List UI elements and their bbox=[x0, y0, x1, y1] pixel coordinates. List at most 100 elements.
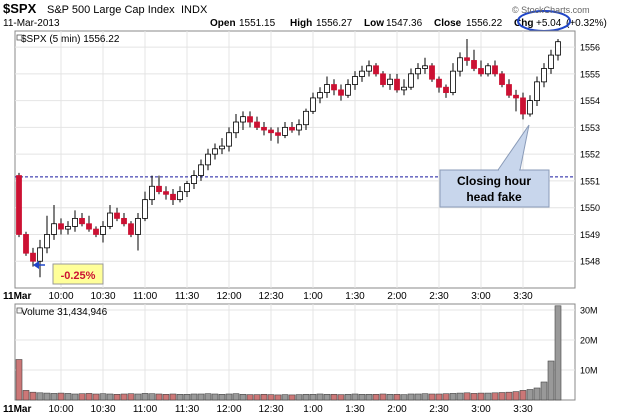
candle bbox=[387, 73, 393, 90]
candle-body bbox=[464, 57, 470, 61]
candle-body bbox=[254, 121, 260, 128]
candle bbox=[184, 180, 190, 197]
candle bbox=[317, 87, 323, 104]
candle bbox=[310, 92, 316, 114]
candle-body bbox=[65, 226, 71, 230]
candle bbox=[261, 122, 267, 136]
candle-body bbox=[51, 223, 57, 235]
candle-body bbox=[58, 223, 64, 230]
candle-body bbox=[289, 126, 295, 131]
candle bbox=[44, 215, 50, 254]
candle-body bbox=[471, 60, 477, 69]
price-y-tick-label: 1551 bbox=[580, 176, 600, 186]
close-label: Close bbox=[434, 18, 462, 29]
volume-y-tick-label: 30M bbox=[580, 306, 598, 316]
candle bbox=[394, 73, 400, 93]
price-y-tick-label: 1556 bbox=[580, 43, 600, 53]
candle-body bbox=[100, 226, 106, 235]
candle bbox=[422, 57, 428, 74]
candle-body bbox=[72, 217, 78, 227]
candle-body bbox=[282, 126, 288, 136]
candle-body bbox=[135, 217, 141, 235]
candle-body bbox=[352, 76, 358, 85]
candle bbox=[142, 191, 148, 222]
candle bbox=[527, 95, 533, 117]
volume-bar bbox=[358, 393, 366, 401]
candle-body bbox=[527, 100, 533, 115]
volume-grid bbox=[15, 304, 575, 400]
x-tick-label: 1:30 bbox=[345, 404, 365, 415]
candle bbox=[170, 188, 176, 206]
volume-bar bbox=[519, 390, 527, 401]
open-value: 1551.15 bbox=[239, 18, 276, 29]
candle-body bbox=[492, 65, 498, 75]
candle bbox=[240, 111, 246, 131]
candle-body bbox=[548, 54, 554, 69]
x-axis-labels-top: 11Mar 10:00 10:30 11:00 11:30 12:00 12:30 1:00 1… bbox=[3, 291, 533, 302]
candle bbox=[541, 63, 547, 88]
candle-body bbox=[30, 252, 36, 262]
x-tick-label: 10:30 bbox=[90, 291, 115, 302]
candle bbox=[79, 213, 85, 227]
candle-body bbox=[317, 92, 323, 99]
candle-body bbox=[485, 65, 491, 75]
candle-body bbox=[303, 110, 309, 126]
volume-bar bbox=[141, 393, 149, 401]
volume-bar bbox=[99, 393, 107, 401]
x-tick-label: 3:30 bbox=[513, 291, 533, 302]
candle-body bbox=[184, 183, 190, 193]
price-y-tick-label: 1555 bbox=[580, 69, 600, 79]
volume-bar bbox=[64, 393, 72, 401]
volume-bar bbox=[456, 392, 464, 401]
x-tick-label: 3:30 bbox=[513, 404, 533, 415]
volume-bar bbox=[337, 394, 345, 401]
candle-body bbox=[191, 175, 197, 184]
candle-body bbox=[429, 65, 435, 80]
candle bbox=[492, 60, 498, 77]
candle-body bbox=[16, 175, 22, 235]
candle bbox=[191, 170, 197, 189]
volume-bar bbox=[484, 392, 492, 401]
candle bbox=[289, 122, 295, 133]
volume-bar bbox=[260, 393, 268, 401]
x-tick-label: 11Mar bbox=[3, 404, 31, 415]
candle-body bbox=[240, 116, 246, 123]
candle bbox=[345, 79, 351, 98]
watermark: © StockCharts.com bbox=[512, 5, 590, 15]
chg-label: Chg bbox=[514, 18, 533, 29]
candle-body bbox=[359, 70, 365, 77]
x-tick-label: 12:30 bbox=[258, 291, 283, 302]
candle bbox=[51, 205, 57, 240]
x-tick-label: 12:00 bbox=[216, 291, 241, 302]
callout-line-2: head fake bbox=[466, 190, 522, 204]
volume-bar bbox=[344, 393, 352, 401]
candle bbox=[555, 39, 561, 61]
candle bbox=[415, 63, 421, 80]
volume-bar bbox=[155, 393, 163, 401]
volume-legend: Volume 31,434,946 bbox=[21, 307, 108, 318]
candle-body bbox=[128, 223, 134, 235]
volume-bar bbox=[36, 392, 44, 401]
volume-bar bbox=[295, 394, 303, 401]
volume-bar bbox=[78, 393, 86, 401]
volume-bar bbox=[302, 393, 310, 401]
candle bbox=[114, 207, 120, 222]
candle bbox=[156, 175, 162, 195]
candle bbox=[128, 221, 134, 238]
candle bbox=[373, 63, 379, 77]
volume-bar bbox=[169, 393, 177, 401]
candle bbox=[37, 239, 43, 278]
volume-y-tick-label: 10M bbox=[580, 366, 598, 376]
x-axis-labels-bottom: 11Mar 10:00 10:30 11:00 11:30 12:00 12:30 1:00 1… bbox=[3, 404, 533, 415]
price-y-tick-label: 1550 bbox=[580, 203, 600, 213]
volume-bar bbox=[421, 393, 429, 401]
index-name: S&P 500 Large Cap Index bbox=[47, 4, 175, 16]
candle-body bbox=[394, 78, 400, 91]
volume-bar bbox=[323, 393, 331, 401]
candle-body bbox=[247, 116, 253, 123]
x-tick-label: 2:00 bbox=[387, 291, 407, 302]
candle-body bbox=[450, 70, 456, 93]
volume-bar bbox=[554, 305, 562, 401]
candle-body bbox=[436, 78, 442, 88]
volume-bar bbox=[267, 394, 275, 401]
